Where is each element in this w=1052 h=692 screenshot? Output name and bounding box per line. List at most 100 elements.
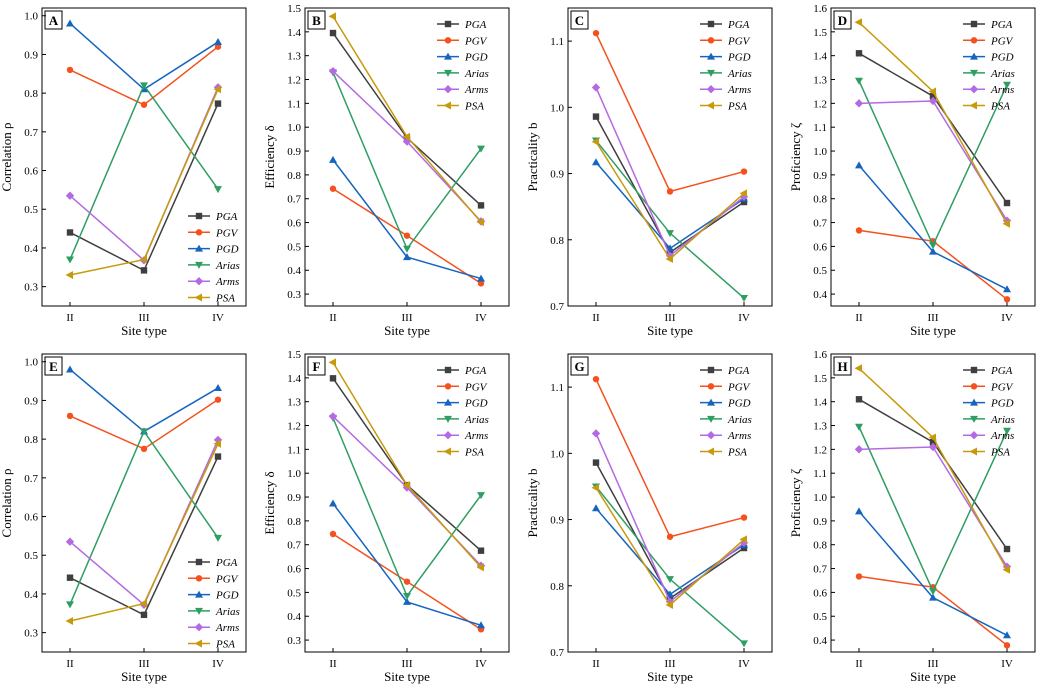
data-point-arms — [328, 66, 338, 76]
y-tick-label: 0.4 — [24, 589, 38, 601]
data-point-arms — [591, 429, 601, 438]
x-tick-label: IV — [212, 658, 224, 670]
data-point-psa — [928, 433, 936, 442]
y-tick-label: 0.5 — [287, 241, 301, 253]
legend-label-psa: PSA — [215, 639, 235, 651]
legend-label-pga: PGA — [990, 19, 1013, 31]
legend-label-pgd: PGD — [990, 398, 1014, 410]
legend-label-arias: Arias — [215, 606, 240, 618]
data-point-pga — [214, 453, 222, 460]
legend-marker-pgd — [707, 398, 715, 406]
data-point-arias — [66, 601, 74, 609]
data-point-pgv — [666, 533, 674, 540]
legend-label-pgv: PGV — [990, 381, 1014, 393]
series-line-arias — [332, 72, 482, 251]
data-point-pga — [1003, 545, 1011, 553]
y-tick-label: 0.9 — [24, 395, 38, 407]
x-tick-label: II — [592, 658, 600, 670]
data-point-arias — [666, 230, 674, 238]
legend-label-pga: PGA — [215, 211, 238, 223]
y-tick-label: 1.3 — [813, 421, 827, 433]
series-line-arms — [858, 100, 1008, 222]
y-tick-label: 0.5 — [287, 587, 301, 599]
data-point-psa — [213, 439, 221, 448]
y-tick-label: 0.8 — [287, 170, 301, 182]
y-tick-label: 0.7 — [287, 540, 301, 552]
x-tick-label: IV — [475, 312, 487, 324]
panel-letter-box — [307, 356, 326, 376]
legend-marker-pgv — [970, 37, 978, 44]
x-axis-label: Site type — [121, 323, 167, 338]
y-tick-label: 0.3 — [24, 628, 38, 640]
panel-letter-box — [570, 356, 589, 376]
x-tick-label: II — [855, 312, 863, 324]
legend-label-pgd: PGD — [464, 52, 488, 64]
legend-label-pgv: PGV — [464, 35, 488, 47]
legend-marker-pgd — [970, 398, 978, 406]
data-point-pga — [329, 375, 337, 382]
data-point-psa — [328, 358, 336, 367]
y-tick-label: 1.0 — [287, 122, 301, 134]
legend-marker-arias — [444, 415, 452, 423]
data-point-arias — [403, 592, 411, 600]
y-tick-label: 1.5 — [813, 27, 827, 39]
x-tick-label: III — [665, 312, 676, 324]
y-axis-label: Correlation ρ — [0, 123, 14, 192]
y-tick-label: 0.7 — [813, 564, 827, 576]
legend-marker-arias — [707, 415, 715, 423]
y-tick-label: 0.8 — [550, 581, 564, 593]
legend-label-pgd: PGD — [215, 590, 239, 602]
legend-label-pga: PGA — [464, 19, 487, 31]
y-tick-label: 1.1 — [287, 98, 301, 110]
data-point-pgv — [66, 66, 74, 74]
y-tick-label: 0.3 — [24, 282, 38, 294]
y-tick-label: 0.5 — [24, 550, 38, 562]
legend: PGA PGV PGD Arias Arms PSA — [963, 19, 1015, 113]
series-line-pgd — [69, 368, 219, 433]
legend-marker-psa — [706, 447, 714, 456]
data-point-arias — [1003, 81, 1011, 89]
data-point-psa — [854, 364, 862, 373]
data-point-pga — [1003, 199, 1011, 207]
legend-label-arms: Arms — [727, 430, 751, 442]
data-point-pgd — [403, 597, 411, 605]
data-point-pgd — [329, 499, 337, 507]
y-tick-label: 1.4 — [287, 373, 301, 385]
data-point-psa — [402, 481, 410, 490]
x-axis-label: Site type — [910, 323, 956, 338]
x-tick-label: IV — [1001, 312, 1013, 324]
y-tick-label: 0.7 — [287, 194, 301, 206]
series-line-arms — [858, 446, 1008, 568]
y-tick-label: 1.2 — [287, 75, 301, 87]
data-point-psa — [1002, 219, 1010, 228]
y-tick-label: 1.0 — [24, 357, 38, 369]
data-point-psa — [65, 617, 73, 626]
x-tick-label: II — [329, 312, 337, 324]
legend-marker-arms — [194, 277, 204, 286]
legend-marker-arms — [969, 431, 979, 440]
legend-marker-arias — [707, 69, 715, 77]
legend-label-arms: Arms — [464, 430, 488, 442]
y-tick-label: 1.4 — [813, 51, 827, 63]
legend-marker-psa — [194, 639, 202, 648]
x-tick-label: II — [66, 312, 74, 324]
y-tick-label: 0.6 — [24, 512, 38, 524]
data-point-arias — [666, 576, 674, 584]
data-point-pgd — [66, 19, 74, 27]
data-point-psa — [1002, 565, 1010, 574]
y-tick-label: 1.0 — [550, 102, 564, 114]
data-point-pgv — [140, 101, 148, 108]
data-point-psa — [328, 12, 336, 21]
legend-marker-arias — [970, 69, 978, 77]
data-point-arms — [854, 445, 864, 454]
data-point-pgd — [592, 158, 600, 166]
y-tick-label: 0.9 — [550, 515, 564, 527]
data-point-pga — [140, 267, 148, 274]
x-axis-label: Site type — [910, 669, 956, 684]
legend-label-pga: PGA — [727, 365, 750, 377]
data-point-arms — [65, 537, 75, 546]
data-point-psa — [591, 137, 599, 146]
x-tick-label: II — [66, 658, 74, 670]
